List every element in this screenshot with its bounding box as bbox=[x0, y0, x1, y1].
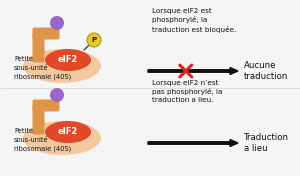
Text: eIF2: eIF2 bbox=[58, 127, 78, 137]
FancyBboxPatch shape bbox=[32, 99, 59, 112]
Circle shape bbox=[50, 88, 64, 102]
Circle shape bbox=[87, 33, 101, 47]
FancyArrow shape bbox=[148, 140, 238, 146]
FancyBboxPatch shape bbox=[32, 33, 44, 62]
FancyArrow shape bbox=[148, 68, 238, 74]
FancyBboxPatch shape bbox=[32, 27, 59, 39]
Ellipse shape bbox=[23, 121, 101, 155]
Ellipse shape bbox=[45, 121, 91, 143]
Text: Traduction
a lieu: Traduction a lieu bbox=[244, 133, 289, 153]
Text: Petite
sous-unité
ribosomale (40S): Petite sous-unité ribosomale (40S) bbox=[14, 56, 71, 80]
FancyBboxPatch shape bbox=[32, 105, 44, 134]
Circle shape bbox=[50, 16, 64, 30]
Ellipse shape bbox=[23, 49, 101, 83]
Text: eIF2: eIF2 bbox=[58, 55, 78, 64]
Text: P: P bbox=[92, 37, 97, 43]
Text: Aucune
traduction: Aucune traduction bbox=[244, 61, 288, 81]
Text: Lorsque eIF2 est
phosphorylé, la
traduction est bloquée.: Lorsque eIF2 est phosphorylé, la traduct… bbox=[152, 8, 236, 33]
Text: Petite
sous-unité
ribosomale (40S): Petite sous-unité ribosomale (40S) bbox=[14, 128, 71, 152]
Text: Lorsque eIF2 n’est
pas phosphorylé, la
traduction a lieu.: Lorsque eIF2 n’est pas phosphorylé, la t… bbox=[152, 80, 222, 103]
Ellipse shape bbox=[45, 49, 91, 71]
